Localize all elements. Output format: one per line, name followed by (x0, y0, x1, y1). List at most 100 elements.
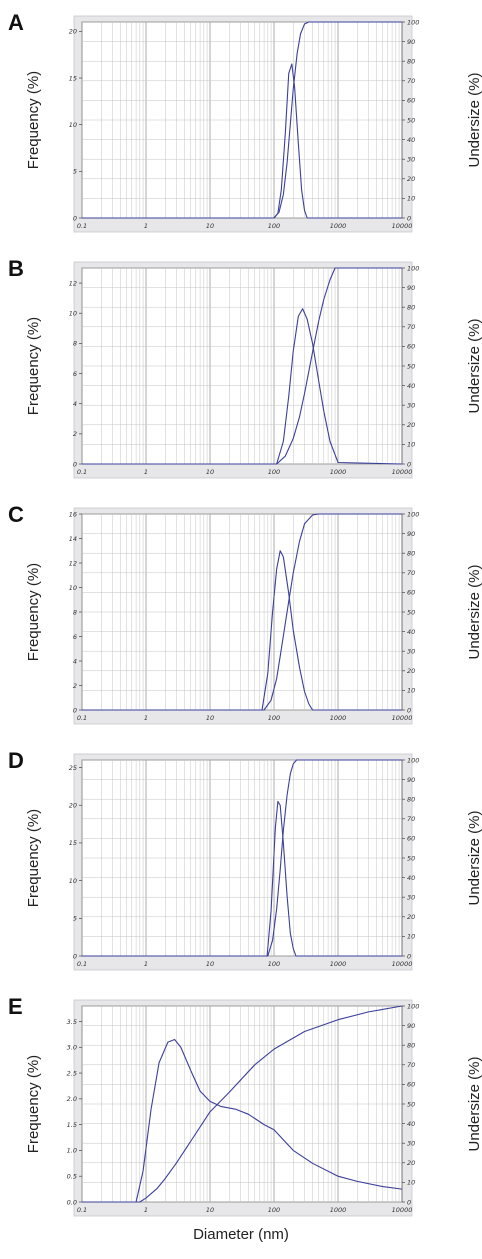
x-tick-label: 1000 (330, 1206, 347, 1214)
y-tick-label-left: 0 (73, 460, 77, 468)
y-tick-label-right: 40 (407, 382, 415, 390)
undersize-curve (82, 267, 402, 465)
undersize-curve (82, 513, 402, 711)
y-tick-label-right: 40 (407, 628, 415, 636)
x-tick-label: 10000 (392, 960, 413, 968)
x-tick-label: 0.1 (77, 1206, 87, 1214)
y-tick-label-left: 1.0 (67, 1147, 77, 1155)
y-tick-label-right: 70 (407, 1061, 415, 1069)
y-tick-label-right: 80 (407, 304, 415, 312)
y-tick-label-left: 25 (69, 764, 77, 772)
frequency-curve (82, 308, 403, 465)
y-tick-label-left: 2 (73, 430, 77, 438)
y-axis-title-left: Frequency (%) (25, 563, 42, 661)
x-tick-label: 100 (268, 222, 280, 230)
frequency-curve (82, 1038, 403, 1203)
x-axis-title: Diameter (nm) (193, 1226, 289, 1243)
y-tick-label-right: 40 (407, 874, 415, 882)
y-axis-title-right: Undersize (%) (466, 810, 482, 905)
y-tick-label-left: 4 (73, 657, 77, 665)
y-tick-label-right: 10 (407, 195, 415, 203)
y-tick-label-left: 10 (69, 310, 77, 318)
x-tick-label: 100 (268, 1206, 280, 1214)
panel-letter: D (8, 748, 24, 773)
y-tick-label-left: 5 (73, 915, 77, 923)
y-tick-label-right: 50 (407, 854, 415, 862)
x-tick-label: 100 (268, 960, 280, 968)
y-tick-label-right: 30 (407, 156, 415, 164)
y-tick-label-right: 0 (407, 1198, 411, 1206)
y-tick-label-left: 3.0 (67, 1044, 77, 1052)
undersize-curve (82, 21, 402, 219)
panel-letter: C (8, 502, 24, 527)
y-tick-label-left: 0 (73, 952, 77, 960)
y-tick-label-left: 8 (73, 608, 77, 616)
y-tick-label-left: 16 (69, 510, 77, 518)
y-tick-label-right: 90 (407, 38, 415, 46)
y-tick-label-right: 60 (407, 1081, 415, 1089)
y-tick-label-right: 0 (407, 460, 411, 468)
y-tick-label-left: 12 (69, 559, 77, 567)
y-tick-label-left: 1.5 (67, 1121, 77, 1129)
y-tick-label-left: 2.0 (67, 1095, 77, 1103)
y-tick-label-right: 90 (407, 1022, 415, 1030)
y-axis-title-right: Undersize (%) (466, 564, 482, 659)
chart-panel-c: 0 2 4 6 8 10 12 14 16 0 10 20 30 40 50 60 70 80 90 100 0.1 1 1… (8, 502, 482, 725)
y-tick-label-left: 14 (69, 535, 77, 543)
chart-panel-a: 0 5 10 15 20 0 10 20 30 40 50 60 70 80 90 100 0.1 1 10 100 1… (8, 10, 482, 233)
x-tick-label: 10 (206, 1206, 214, 1214)
y-tick-label-right: 50 (407, 116, 415, 124)
y-tick-label-left: 10 (69, 121, 77, 129)
y-tick-label-right: 20 (407, 421, 415, 429)
y-tick-label-right: 20 (407, 913, 415, 921)
y-tick-label-right: 60 (407, 97, 415, 105)
y-tick-label-right: 50 (407, 608, 415, 616)
y-tick-label-right: 10 (407, 933, 415, 941)
x-tick-label: 1 (144, 468, 148, 476)
panel-letter: A (8, 10, 24, 35)
y-tick-label-right: 80 (407, 550, 415, 558)
y-tick-label-right: 60 (407, 835, 415, 843)
x-tick-label: 100 (268, 714, 280, 722)
panel-letter: E (8, 994, 23, 1019)
x-tick-label: 1000 (330, 960, 347, 968)
x-tick-label: 1 (144, 222, 148, 230)
x-tick-label: 10 (206, 222, 214, 230)
y-tick-label-left: 8 (73, 340, 77, 348)
y-tick-label-right: 100 (407, 1002, 419, 1010)
x-tick-label: 1000 (330, 714, 347, 722)
y-tick-label-left: 10 (69, 584, 77, 592)
x-tick-label: 10000 (392, 468, 413, 476)
chart-panel-d: 0 5 10 15 20 25 0 10 20 30 40 50 60 70 80 90 100 0.1 1 10 10… (8, 748, 482, 971)
frequency-curve (82, 550, 402, 711)
y-tick-label-left: 10 (69, 877, 77, 885)
y-tick-label-left: 3.5 (67, 1018, 77, 1026)
x-tick-label: 1000 (330, 222, 347, 230)
y-tick-label-left: 4 (73, 400, 77, 408)
y-tick-label-right: 40 (407, 136, 415, 144)
y-tick-label-left: 0.0 (67, 1198, 77, 1206)
x-tick-label: 0.1 (77, 468, 87, 476)
x-tick-label: 10 (206, 468, 214, 476)
y-tick-label-right: 10 (407, 441, 415, 449)
y-tick-label-right: 30 (407, 894, 415, 902)
y-tick-label-left: 2 (73, 682, 77, 690)
y-axis-title-right: Undersize (%) (466, 1056, 482, 1151)
panel-letter: B (8, 256, 24, 281)
y-tick-label-right: 90 (407, 776, 415, 784)
y-tick-label-right: 100 (407, 510, 419, 518)
chart-panel-b: 0 2 4 6 8 10 12 0 10 20 30 40 50 60 70 80 90 100 0.1 1 10 100… (8, 256, 482, 479)
y-tick-label-right: 0 (407, 706, 411, 714)
y-tick-label-left: 5 (73, 168, 77, 176)
y-tick-label-left: 12 (69, 279, 77, 287)
y-tick-label-right: 70 (407, 815, 415, 823)
y-tick-label-right: 90 (407, 284, 415, 292)
undersize-curve (82, 1005, 403, 1203)
x-tick-label: 10000 (392, 222, 413, 230)
y-tick-label-right: 90 (407, 530, 415, 538)
y-tick-label-right: 30 (407, 648, 415, 656)
y-tick-label-right: 70 (407, 323, 415, 331)
y-tick-label-left: 0 (73, 706, 77, 714)
y-tick-label-right: 0 (407, 214, 411, 222)
